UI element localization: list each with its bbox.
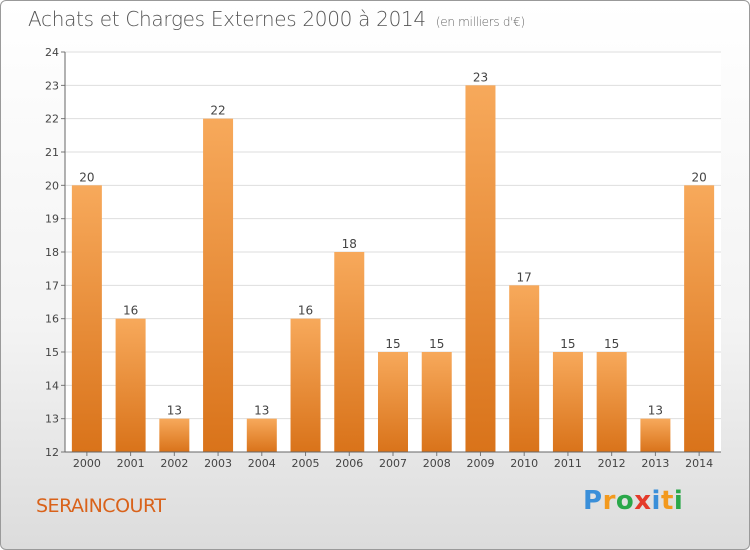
logo-letter: r <box>602 486 616 516</box>
axes: 12 13 14 15 16 17 18 19 20 21 22 23 24 2000 2001 2002 20… <box>45 46 721 470</box>
x-tick-label: 2001 <box>117 457 145 470</box>
data-label-2004: 13 <box>254 404 269 418</box>
x-tick-label: 2009 <box>466 457 494 470</box>
bar-2011 <box>552 352 583 452</box>
bar-2013 <box>640 418 671 452</box>
y-tick-label: 15 <box>45 346 59 359</box>
data-label-2010: 17 <box>517 270 532 284</box>
proxiti-logo: Proxiti <box>583 486 683 516</box>
data-label-2012: 15 <box>604 337 619 351</box>
x-tick-label: 2008 <box>423 457 451 470</box>
data-labels: 20 16 13 22 13 16 18 15 15 23 17 15 15 13 20 <box>79 70 707 417</box>
x-tick-label: 2007 <box>379 457 407 470</box>
x-tick-label: 2011 <box>554 457 582 470</box>
bar-2003 <box>203 118 234 453</box>
data-label-2008: 15 <box>429 337 444 351</box>
data-label-2002: 13 <box>167 404 182 418</box>
y-tick-label: 16 <box>45 313 59 326</box>
y-tick-label: 14 <box>45 379 59 392</box>
bar-2001 <box>115 318 146 452</box>
y-tick-label: 19 <box>45 213 59 226</box>
y-tick-label: 24 <box>45 46 59 59</box>
data-label-2013: 13 <box>648 404 663 418</box>
data-label-2003: 22 <box>210 104 225 118</box>
x-tick-label: 2010 <box>510 457 538 470</box>
x-tick-label: 2012 <box>598 457 626 470</box>
x-tick-label: 2006 <box>335 457 363 470</box>
bars <box>71 85 715 453</box>
bar-2005 <box>290 318 321 452</box>
y-tick-label: 13 <box>45 413 59 426</box>
logo-letter: t <box>660 486 674 516</box>
logo-letter: i <box>673 486 684 516</box>
y-tick-label: 12 <box>45 446 59 459</box>
x-tick-label: 2005 <box>292 457 320 470</box>
x-tick-label: 2002 <box>160 457 188 470</box>
bar-2006 <box>334 252 365 452</box>
logo-letter: P <box>583 486 603 516</box>
x-tick-label: 2003 <box>204 457 232 470</box>
bar-2002 <box>159 418 190 452</box>
commune-name: SERAINCOURT <box>36 495 166 517</box>
logo-letter: o <box>615 486 635 516</box>
bar-2007 <box>378 352 408 452</box>
data-label-2014: 20 <box>691 170 706 184</box>
bar-2014 <box>684 185 715 453</box>
bar-2010 <box>509 285 540 452</box>
bar-2008 <box>421 352 452 452</box>
y-tick-label: 20 <box>45 179 59 192</box>
x-tick-label: 2004 <box>248 457 276 470</box>
data-label-2009: 23 <box>473 70 488 84</box>
data-label-2005: 16 <box>298 304 313 318</box>
bar-2000 <box>71 185 102 453</box>
data-label-2001: 16 <box>123 304 138 318</box>
data-label-2011: 15 <box>560 337 575 351</box>
bar-2004 <box>246 418 277 452</box>
chart-title: Achats et Charges Externes 2000 à 2014 (e… <box>28 7 525 31</box>
x-tick-label: 2013 <box>641 457 669 470</box>
y-tick-label: 23 <box>45 79 59 92</box>
bar-2009 <box>465 85 496 452</box>
logo-letter: x <box>634 486 652 516</box>
data-label-2007: 15 <box>385 337 400 351</box>
data-label-2000: 20 <box>79 170 94 184</box>
data-label-2006: 18 <box>342 237 357 251</box>
y-tick-label: 22 <box>45 113 59 126</box>
bar-2012 <box>596 352 627 452</box>
x-tick-label: 2000 <box>73 457 101 470</box>
y-tick-label: 18 <box>45 246 59 259</box>
title-unit: (en milliers d'€) <box>435 15 525 29</box>
x-tick-label: 2014 <box>685 457 713 470</box>
y-tick-label: 21 <box>45 146 59 159</box>
y-tick-label: 17 <box>45 279 59 292</box>
title-text: Achats et Charges Externes 2000 à 2014 <box>28 7 426 31</box>
logo-letter: i <box>651 486 661 516</box>
